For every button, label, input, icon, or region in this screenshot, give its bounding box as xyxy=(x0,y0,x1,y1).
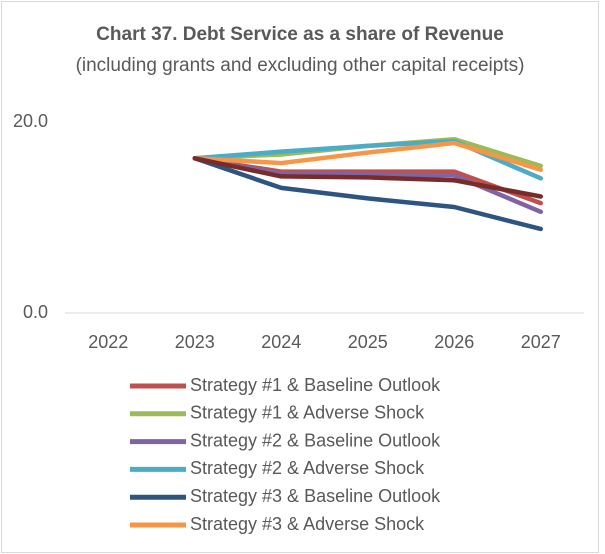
y-tick-label: 20.0 xyxy=(13,111,48,131)
series-line xyxy=(192,140,543,172)
x-tick-label: 2027 xyxy=(521,332,561,352)
legend-label: Strategy #1 & Baseline Outlook xyxy=(190,375,441,395)
legend-label: Strategy #2 & Baseline Outlook xyxy=(190,430,441,450)
x-tick-label: 2026 xyxy=(434,332,474,352)
legend-label: Strategy #1 & Adverse Shock xyxy=(190,403,425,423)
x-tick-label: 2025 xyxy=(348,332,388,352)
legend-label: Strategy #3 & Baseline Outlook xyxy=(190,486,441,506)
y-tick-label: 0.0 xyxy=(23,302,48,322)
series-line xyxy=(192,156,543,199)
chart-title: Chart 37. Debt Service as a share of Rev… xyxy=(96,24,504,45)
legend-label: Strategy #3 & Adverse Shock xyxy=(190,514,425,534)
legend-label: Strategy #2 & Adverse Shock xyxy=(190,458,425,478)
x-tick-label: 2024 xyxy=(261,332,301,352)
series-line xyxy=(192,156,543,232)
chart-subtitle: (including grants and excluding other ca… xyxy=(75,55,525,76)
x-tick-label: 2022 xyxy=(88,332,128,352)
x-tick-label: 2023 xyxy=(175,332,215,352)
